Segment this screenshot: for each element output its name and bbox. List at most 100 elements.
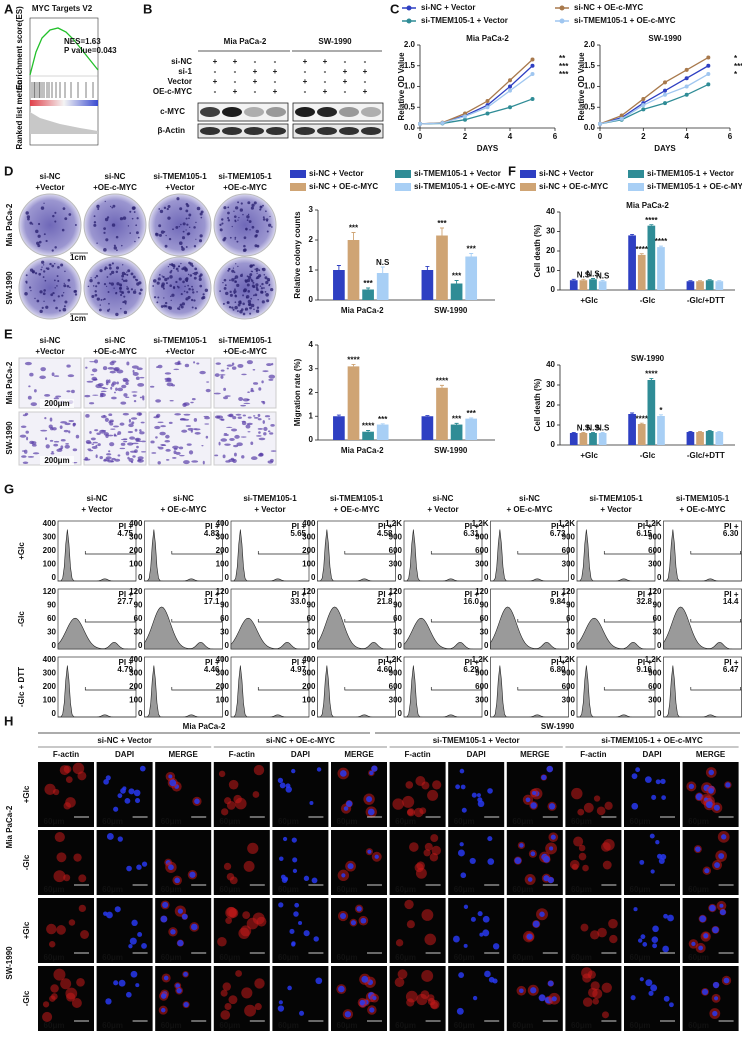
- actin-signal: [63, 874, 71, 882]
- gate-label: PI +: [638, 590, 653, 599]
- significance-mark: ***: [559, 70, 569, 79]
- scale-label: 60μm: [44, 1021, 65, 1030]
- colony: [38, 240, 42, 244]
- nucleus: [169, 779, 177, 787]
- data-point: [485, 111, 490, 116]
- flow-y-tick: 30: [480, 628, 489, 637]
- migrated-cell: [51, 451, 54, 453]
- colony: [102, 299, 105, 301]
- migrated-cell: [30, 402, 37, 407]
- flow-y-tick: 600: [648, 682, 662, 691]
- significance-label: ****: [436, 376, 449, 385]
- migrated-cell: [257, 413, 261, 417]
- gate-label: PI +: [638, 522, 653, 531]
- migrated-cell: [139, 431, 145, 435]
- gsea-plot: [29, 17, 99, 146]
- colony: [188, 226, 191, 228]
- nucleus: [549, 846, 554, 851]
- scale-label: 60μm: [630, 817, 651, 826]
- pi-value: 6.31: [463, 529, 479, 538]
- scale-label: 60μm: [395, 1021, 416, 1030]
- actin-signal: [52, 788, 60, 796]
- cell-line-header: Mia PaCa-2: [183, 722, 226, 731]
- colony: [246, 219, 249, 221]
- pi-value: 9.16: [636, 665, 652, 674]
- sign: -: [254, 87, 257, 96]
- pi-value: 14.4: [723, 597, 739, 606]
- actin-signal: [238, 927, 250, 939]
- gate: [84, 687, 136, 691]
- colony: [227, 211, 230, 215]
- gate: [257, 551, 309, 555]
- nucleus: [645, 776, 652, 783]
- migrated-cell: [115, 387, 118, 391]
- nucleus: [130, 970, 138, 978]
- nucleus: [487, 858, 495, 865]
- colony: [43, 300, 45, 302]
- migrated-cell: [125, 381, 129, 386]
- micrograph: [272, 762, 329, 827]
- migrated-cell: [56, 448, 63, 452]
- colony: [262, 267, 266, 272]
- colony: [97, 281, 100, 285]
- actin-signal: [63, 802, 71, 810]
- scale-label: 60μm: [102, 953, 123, 962]
- migrated-cell: [21, 455, 27, 458]
- colony: [180, 262, 182, 265]
- migrated-cell: [174, 413, 181, 416]
- migrated-cell: [128, 418, 132, 423]
- colony: [227, 216, 230, 220]
- nucleus: [548, 803, 556, 810]
- colony: [249, 312, 252, 315]
- migrated-cell: [40, 367, 46, 372]
- flow-y-tick: 200: [129, 682, 143, 691]
- error-bar: [600, 431, 605, 433]
- migrated-cell: [116, 381, 119, 385]
- migrated-cell: [130, 417, 138, 420]
- x-axis-label: DAYS: [654, 144, 676, 153]
- migrated-cell: [252, 368, 256, 371]
- nucleus: [688, 783, 695, 790]
- colony: [164, 277, 168, 282]
- actin-signal: [405, 990, 418, 1003]
- legend-swatch: [395, 183, 411, 191]
- actin-signal: [56, 925, 66, 935]
- y-tick-label: 3: [309, 364, 314, 373]
- colony: [74, 289, 78, 293]
- actin-signal: [592, 988, 603, 999]
- x-tick-label: -Glc: [640, 296, 656, 305]
- pi-value: 17.1: [204, 597, 220, 606]
- data-point: [684, 84, 689, 89]
- gate-label: PI +: [724, 590, 739, 599]
- colony: [254, 268, 256, 270]
- error-bar: [380, 266, 385, 273]
- migrated-cell: [250, 387, 254, 391]
- y-tick-label: 2.0: [404, 40, 416, 49]
- migrated-cell: [105, 453, 112, 456]
- gate: [430, 687, 482, 691]
- colony: [193, 271, 198, 276]
- sign: -: [344, 87, 347, 96]
- actin-signal: [228, 908, 239, 918]
- nes-text: NES=1.63: [64, 37, 101, 46]
- flow-y-tick: 300: [43, 669, 57, 678]
- colony: [167, 205, 171, 209]
- colony: [231, 269, 235, 273]
- gate: [171, 551, 223, 555]
- colony: [196, 290, 198, 293]
- colony: [201, 296, 204, 300]
- migrated-cell: [140, 421, 145, 424]
- flow-y-tick: 30: [393, 628, 402, 637]
- migrated-cell: [226, 367, 229, 370]
- colony: [170, 263, 174, 266]
- migrated-cell: [68, 419, 75, 423]
- actin-signal: [395, 939, 404, 947]
- actin-signal: [252, 912, 265, 925]
- colony: [234, 288, 236, 291]
- nucleus: [538, 994, 546, 1002]
- gate: [430, 619, 482, 623]
- flow-y-tick: 400: [129, 519, 143, 528]
- y-tick-label: 0.5: [584, 102, 596, 111]
- migrated-cell: [258, 431, 261, 434]
